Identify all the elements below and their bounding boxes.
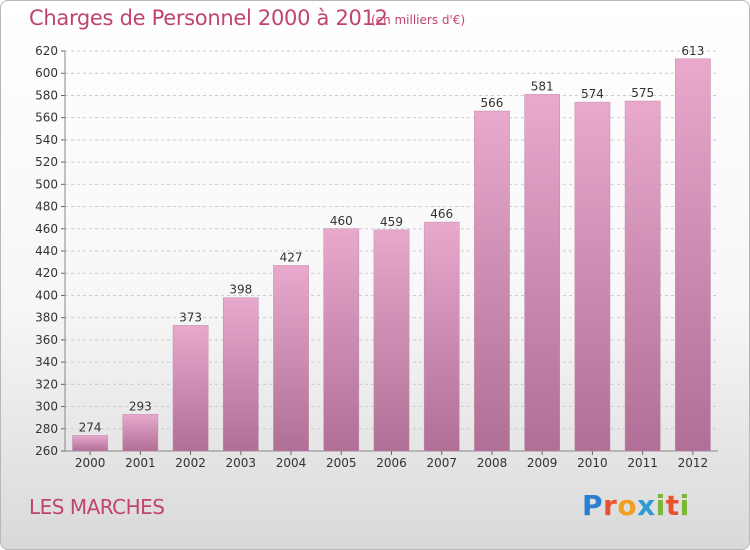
x-tick-label: 2006 [376,456,407,470]
logo-letter: r [603,489,618,522]
logo-letter: i [655,489,666,522]
x-tick-label: 2011 [627,456,658,470]
x-tick-label: 2004 [276,456,307,470]
y-tick-label: 580 [35,88,58,102]
logo-letter: i [679,489,690,522]
bar [373,229,410,452]
bar-value-label: 427 [280,250,303,264]
y-tick-label: 480 [35,200,58,214]
bar-value-label: 293 [129,399,152,413]
bar-value-label: 459 [380,215,403,229]
x-tick-label: 2005 [326,456,357,470]
bar [323,228,360,452]
y-tick-label: 260 [35,444,58,458]
bar-value-label: 460 [330,214,353,228]
logo-letter: o [617,489,638,522]
bar [624,100,661,452]
bar-value-label: 566 [481,96,504,110]
y-tick-label: 280 [35,422,58,436]
logo-letter: x [637,489,656,522]
y-tick-label: 380 [35,311,58,325]
bar-value-label: 581 [531,79,554,93]
y-tick-label: 440 [35,244,58,258]
x-tick-label: 2012 [678,456,709,470]
bar-value-label: 274 [79,420,102,434]
data-labels: 274 293 373 398 427 460 459 466 566 581 574 575 613 [79,44,705,435]
x-tick-label: 2003 [226,456,257,470]
y-tick-label: 300 [35,400,58,414]
y-tick-label: 520 [35,155,58,169]
y-tick-label: 320 [35,377,58,391]
y-tick-label: 340 [35,355,58,369]
y-tick-label: 400 [35,288,58,302]
proxiti-logo[interactable]: Proxiti [582,489,690,522]
bars [72,58,711,452]
chart-title: Charges de Personnel 2000 à 2012 [29,6,388,30]
bar-value-label: 466 [430,207,453,221]
y-tick-label: 560 [35,111,58,125]
x-tick-label: 2009 [527,456,558,470]
logo-letter: P [582,489,604,522]
x-tick-label: 2000 [75,456,106,470]
x-tick-label: 2002 [175,456,206,470]
bar-value-label: 613 [681,44,704,58]
bar [675,58,711,452]
x-tick-label: 2007 [426,456,457,470]
chart-subtitle: (en milliers d'€) [371,13,466,27]
bar-value-label: 574 [581,87,604,101]
bar-value-label: 575 [631,86,654,100]
bar [273,265,309,452]
y-tick-label: 540 [35,133,58,147]
y-tick-label: 460 [35,222,58,236]
commune-name: LES MARCHES [29,495,165,519]
bar [222,297,259,452]
axes: 260 280 300 320 340 360 380 400 420 440 460 480 500 5… [35,44,718,470]
bar [574,101,611,452]
y-tick-label: 620 [35,44,58,58]
x-tick-label: 2010 [577,456,608,470]
bar [122,414,159,452]
bar [72,435,108,452]
logo-letter: t [665,489,680,522]
bar [172,325,209,452]
bar-value-label: 373 [179,310,202,324]
bar-value-label: 398 [229,283,252,297]
y-tick-label: 500 [35,177,58,191]
x-tick-label: 2008 [477,456,508,470]
bar [524,94,561,452]
bar [423,221,460,452]
y-tick-label: 360 [35,333,58,347]
bar [474,110,510,452]
y-tick-label: 600 [35,66,58,80]
x-tick-label: 2001 [125,456,156,470]
y-tick-label: 420 [35,266,58,280]
